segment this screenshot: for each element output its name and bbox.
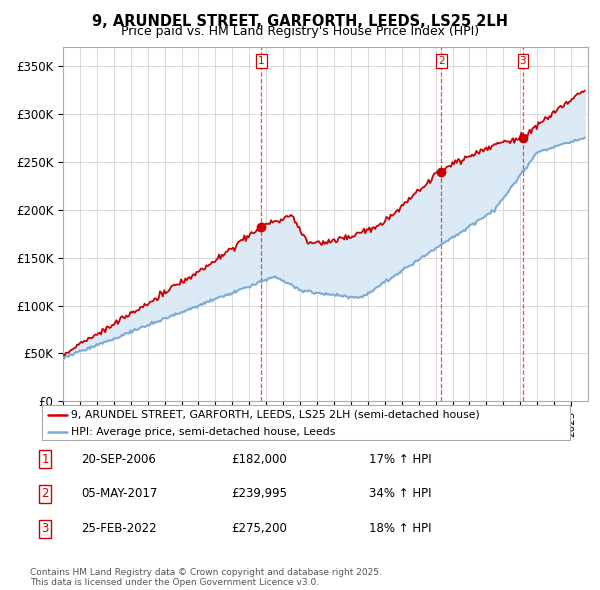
Text: 3: 3 xyxy=(41,522,49,535)
Text: 2: 2 xyxy=(438,56,445,66)
Text: Price paid vs. HM Land Registry's House Price Index (HPI): Price paid vs. HM Land Registry's House … xyxy=(121,25,479,38)
Text: £239,995: £239,995 xyxy=(231,487,287,500)
Text: 17% ↑ HPI: 17% ↑ HPI xyxy=(369,453,431,466)
Text: 3: 3 xyxy=(520,56,526,66)
Text: 1: 1 xyxy=(41,453,49,466)
Text: £182,000: £182,000 xyxy=(231,453,287,466)
Text: 9, ARUNDEL STREET, GARFORTH, LEEDS, LS25 2LH: 9, ARUNDEL STREET, GARFORTH, LEEDS, LS25… xyxy=(92,14,508,28)
Text: 20-SEP-2006: 20-SEP-2006 xyxy=(81,453,156,466)
Text: 05-MAY-2017: 05-MAY-2017 xyxy=(81,487,157,500)
Text: 34% ↑ HPI: 34% ↑ HPI xyxy=(369,487,431,500)
Text: £275,200: £275,200 xyxy=(231,522,287,535)
Text: 9, ARUNDEL STREET, GARFORTH, LEEDS, LS25 2LH (semi-detached house): 9, ARUNDEL STREET, GARFORTH, LEEDS, LS25… xyxy=(71,410,480,420)
Text: 25-FEB-2022: 25-FEB-2022 xyxy=(81,522,157,535)
Text: 18% ↑ HPI: 18% ↑ HPI xyxy=(369,522,431,535)
Text: 2: 2 xyxy=(41,487,49,500)
Text: 1: 1 xyxy=(258,56,265,66)
Text: Contains HM Land Registry data © Crown copyright and database right 2025.
This d: Contains HM Land Registry data © Crown c… xyxy=(30,568,382,587)
Text: HPI: Average price, semi-detached house, Leeds: HPI: Average price, semi-detached house,… xyxy=(71,427,335,437)
